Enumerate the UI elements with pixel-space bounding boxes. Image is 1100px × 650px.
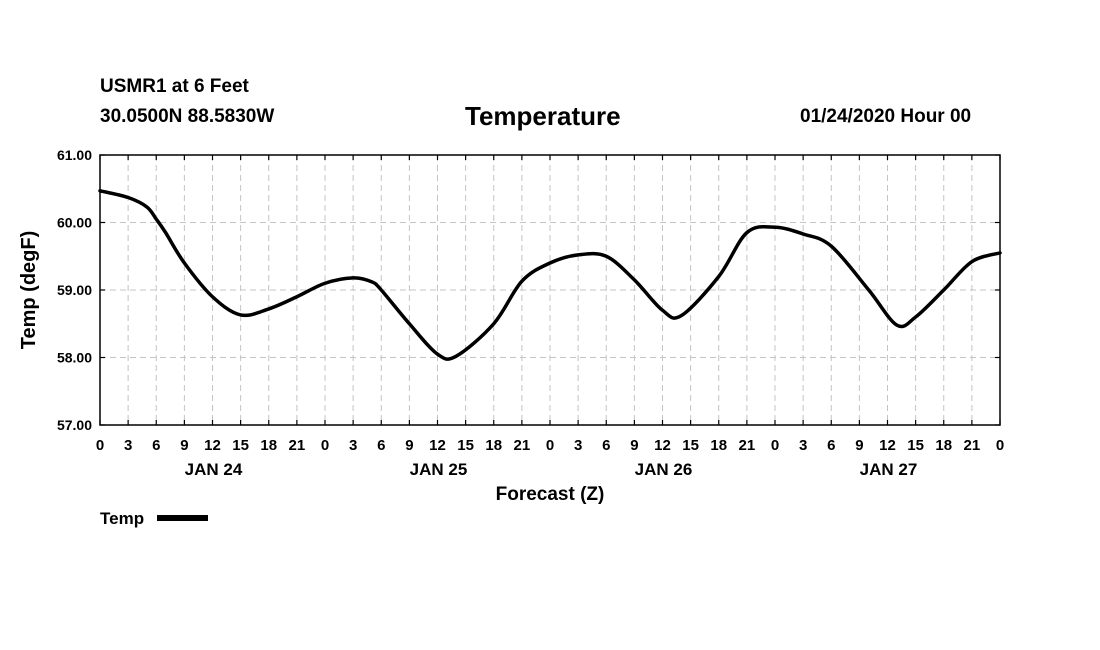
x-tick-label: 12: [429, 437, 446, 454]
y-tick-label: 61.00: [57, 147, 92, 163]
x-tick-label: 6: [602, 437, 610, 454]
x-tick-label: 6: [152, 437, 160, 454]
x-tick-label: 15: [907, 437, 924, 454]
x-axis-label: Forecast (Z): [496, 484, 605, 505]
grid-lines: [100, 155, 1000, 425]
day-label: JAN 26: [635, 460, 693, 479]
y-axis-ticks: 57.00 58.00 59.00 60.00 61.00: [57, 147, 1000, 433]
y-tick-label: 60.00: [57, 215, 92, 231]
day-label: JAN 27: [860, 460, 918, 479]
y-tick-label: 58.00: [57, 350, 92, 366]
x-tick-label: 15: [457, 437, 474, 454]
x-tick-label: 3: [799, 437, 807, 454]
x-tick-label: 15: [232, 437, 249, 454]
series-line-temp: [98, 189, 1002, 361]
x-tick-label: 21: [514, 437, 531, 454]
chart-title: Temperature: [465, 101, 621, 131]
x-tick-label: 0: [321, 437, 329, 454]
y-axis-label: Temp (degF): [18, 231, 40, 350]
x-tick-label: 9: [405, 437, 413, 454]
legend-swatch-temp: [156, 514, 208, 521]
x-tick-label: 3: [349, 437, 357, 454]
x-tick-label: 21: [964, 437, 981, 454]
x-tick-label: 12: [879, 437, 896, 454]
x-tick-label: 3: [574, 437, 582, 454]
x-tick-label: 0: [96, 437, 104, 454]
x-tick-label: 15: [682, 437, 699, 454]
day-label: JAN 25: [410, 460, 468, 479]
station-label: USMR1 at 6 Feet: [100, 76, 249, 97]
x-tick-label: 9: [180, 437, 188, 454]
x-tick-label: 0: [771, 437, 779, 454]
x-tick-label: 12: [654, 437, 671, 454]
y-tick-label: 57.00: [57, 417, 92, 433]
x-axis-ticks: 0 3 6 9 12 15 18 21 0 3 6 9 12 15 18 21 0 3 6 9 12 15 18 21 0 3 6 9…: [96, 155, 1004, 454]
x-tick-label: 0: [996, 437, 1004, 454]
x-tick-label: 9: [855, 437, 863, 454]
forecast-datetime: 01/24/2020 Hour 00: [800, 106, 972, 127]
legend: Temp: [100, 509, 208, 529]
x-tick-label: 18: [935, 437, 952, 454]
y-tick-label: 59.00: [57, 282, 92, 298]
coordinates-label: 30.0500N 88.5830W: [100, 106, 275, 127]
x-tick-label: 18: [710, 437, 727, 454]
x-tick-label: 6: [377, 437, 385, 454]
day-label: JAN 24: [185, 460, 243, 479]
x-tick-label: 18: [260, 437, 277, 454]
x-tick-label: 21: [289, 437, 306, 454]
x-tick-label: 21: [739, 437, 756, 454]
x-tick-label: 3: [124, 437, 132, 454]
x-tick-label: 9: [630, 437, 638, 454]
plot-frame: [99, 154, 1001, 426]
x-tick-label: 6: [827, 437, 835, 454]
x-tick-label: 18: [485, 437, 502, 454]
day-labels: JAN 24 JAN 25 JAN 26 JAN 27: [185, 460, 918, 479]
x-tick-label: 0: [546, 437, 554, 454]
x-tick-label: 12: [204, 437, 221, 454]
legend-label-temp: Temp: [100, 509, 145, 528]
